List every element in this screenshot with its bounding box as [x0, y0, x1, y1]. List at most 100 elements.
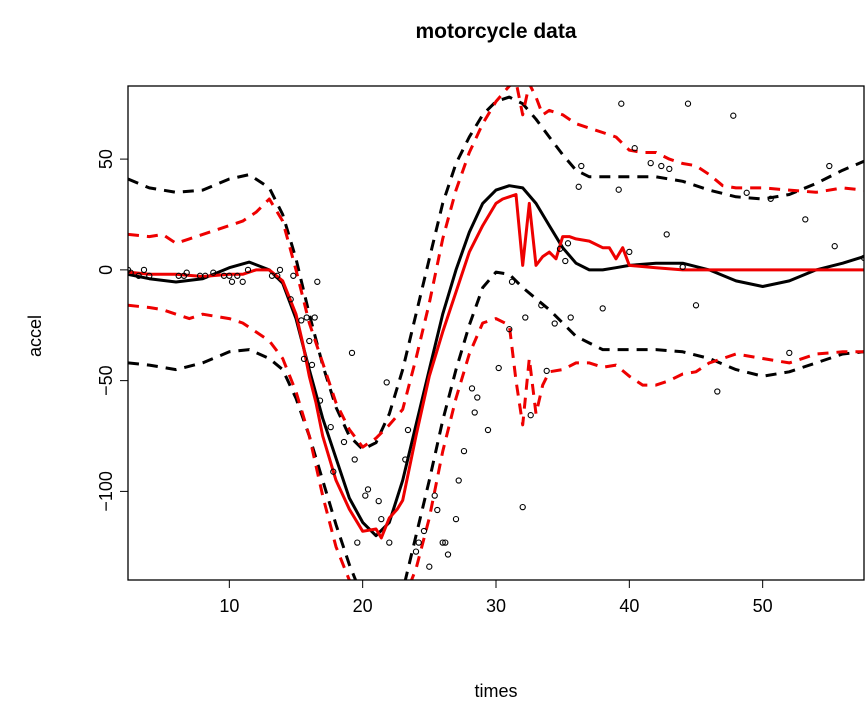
data-point: [562, 257, 569, 265]
data-point: [386, 539, 393, 546]
data-point: [631, 145, 638, 152]
data-point: [495, 364, 502, 372]
y-tick-label: −100: [96, 471, 116, 512]
data-point: [556, 245, 564, 252]
data-point: [183, 269, 190, 276]
data-point: [226, 272, 233, 279]
data-point: [743, 189, 750, 196]
x-axis-label: times: [474, 681, 517, 701]
data-point: [599, 305, 606, 312]
x-tick-label: 10: [219, 596, 239, 616]
data-point: [460, 447, 468, 455]
data-point: [647, 159, 654, 167]
data-point: [311, 314, 318, 321]
data-point: [626, 248, 633, 256]
data-point: [439, 539, 446, 546]
data-point: [527, 412, 534, 419]
data-point: [316, 397, 324, 404]
data-point: [860, 254, 864, 262]
x-tick-label: 30: [486, 596, 506, 616]
data-point: [287, 296, 294, 303]
data-point: [767, 195, 774, 202]
data-point: [615, 186, 622, 193]
data-point: [452, 515, 460, 523]
data-point: [274, 272, 281, 279]
data-point: [484, 426, 492, 434]
data-point: [714, 388, 721, 395]
data-point: [303, 314, 310, 321]
data-point: [538, 302, 545, 309]
data-point: [434, 506, 441, 514]
y-axis-label: accel: [25, 315, 45, 357]
data-point: [508, 278, 516, 285]
data-point: [239, 278, 246, 285]
data-point: [730, 112, 737, 119]
data-point: [228, 278, 236, 285]
y-tick-label: 50: [96, 149, 116, 169]
series-red-dashed-4: [128, 86, 864, 449]
data-point: [140, 266, 148, 274]
data-point: [290, 272, 297, 279]
data-point: [340, 438, 348, 446]
data-point: [348, 349, 356, 357]
data-point: [802, 216, 809, 223]
data-point: [378, 515, 385, 523]
data-point: [471, 409, 478, 416]
x-axis: 10 20 30 40 50: [219, 580, 773, 616]
data-point: [404, 426, 412, 434]
data-point: [276, 266, 284, 274]
data-point: [663, 231, 670, 238]
data-point: [506, 326, 513, 333]
data-point: [658, 162, 665, 170]
data-point: [135, 272, 142, 279]
plot-frame: [127, 85, 865, 581]
data-point: [474, 394, 481, 401]
series-red-solid-3: [128, 193, 864, 540]
data-point: [300, 355, 308, 363]
series-black-dashed-2: [128, 270, 864, 580]
data-point: [202, 272, 209, 279]
data-point: [415, 539, 422, 546]
data-point: [327, 423, 334, 431]
data-point: [234, 272, 241, 279]
data-point: [692, 302, 700, 309]
data-point: [298, 317, 305, 324]
data-point: [364, 486, 372, 493]
data-point: [362, 492, 369, 499]
data-point: [578, 162, 585, 170]
data-point: [210, 269, 217, 276]
data-point: [567, 314, 574, 321]
data-point: [522, 314, 529, 321]
y-tick-label: −50: [96, 365, 116, 396]
data-point: [543, 367, 550, 375]
data-point: [146, 272, 153, 279]
data-point: [426, 563, 433, 570]
data-point: [468, 385, 476, 392]
data-point: [679, 263, 686, 271]
data-point: [826, 162, 833, 170]
data-point: [684, 100, 692, 107]
data-point: [330, 468, 337, 475]
data-point: [314, 278, 321, 285]
series-red-dashed-5: [128, 303, 864, 580]
data-point: [375, 497, 382, 505]
data-point: [831, 243, 838, 250]
data-point: [666, 165, 673, 173]
data-point: [244, 266, 252, 274]
points-layer: [128, 100, 864, 570]
x-tick-label: 20: [353, 596, 373, 616]
y-axis: −100 −50 0 50: [96, 149, 128, 512]
data-point: [420, 527, 428, 535]
data-point: [354, 539, 361, 546]
data-point: [351, 456, 358, 463]
chart-title: motorcycle data: [415, 20, 576, 43]
data-point: [383, 379, 390, 386]
data-point: [551, 320, 558, 327]
data-point: [786, 349, 793, 357]
data-point: [412, 548, 420, 555]
x-tick-label: 50: [753, 596, 773, 616]
data-point: [442, 539, 449, 546]
data-point: [575, 183, 582, 190]
y-tick-label: 0: [96, 265, 116, 275]
